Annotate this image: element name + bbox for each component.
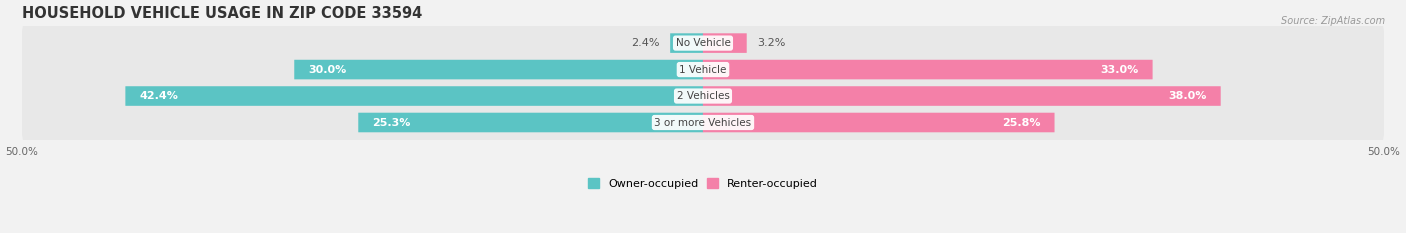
Text: No Vehicle: No Vehicle: [675, 38, 731, 48]
Text: HOUSEHOLD VEHICLE USAGE IN ZIP CODE 33594: HOUSEHOLD VEHICLE USAGE IN ZIP CODE 3359…: [22, 6, 422, 21]
FancyBboxPatch shape: [125, 86, 703, 106]
Legend: Owner-occupied, Renter-occupied: Owner-occupied, Renter-occupied: [583, 174, 823, 193]
Text: 1 Vehicle: 1 Vehicle: [679, 65, 727, 75]
FancyBboxPatch shape: [22, 47, 1384, 92]
Text: 3.2%: 3.2%: [758, 38, 786, 48]
Text: 2 Vehicles: 2 Vehicles: [676, 91, 730, 101]
FancyBboxPatch shape: [703, 113, 1054, 132]
FancyBboxPatch shape: [294, 60, 703, 79]
FancyBboxPatch shape: [359, 113, 703, 132]
Text: 25.8%: 25.8%: [1002, 117, 1040, 127]
FancyBboxPatch shape: [703, 86, 1220, 106]
Text: Source: ZipAtlas.com: Source: ZipAtlas.com: [1281, 16, 1385, 26]
FancyBboxPatch shape: [22, 20, 1384, 66]
Text: 30.0%: 30.0%: [308, 65, 346, 75]
FancyBboxPatch shape: [22, 73, 1384, 119]
Text: 2.4%: 2.4%: [631, 38, 659, 48]
Text: 38.0%: 38.0%: [1168, 91, 1206, 101]
Text: 3 or more Vehicles: 3 or more Vehicles: [654, 117, 752, 127]
Text: 42.4%: 42.4%: [139, 91, 179, 101]
Text: 33.0%: 33.0%: [1101, 65, 1139, 75]
FancyBboxPatch shape: [703, 33, 747, 53]
Text: 25.3%: 25.3%: [373, 117, 411, 127]
FancyBboxPatch shape: [22, 100, 1384, 145]
FancyBboxPatch shape: [671, 33, 703, 53]
FancyBboxPatch shape: [703, 60, 1153, 79]
